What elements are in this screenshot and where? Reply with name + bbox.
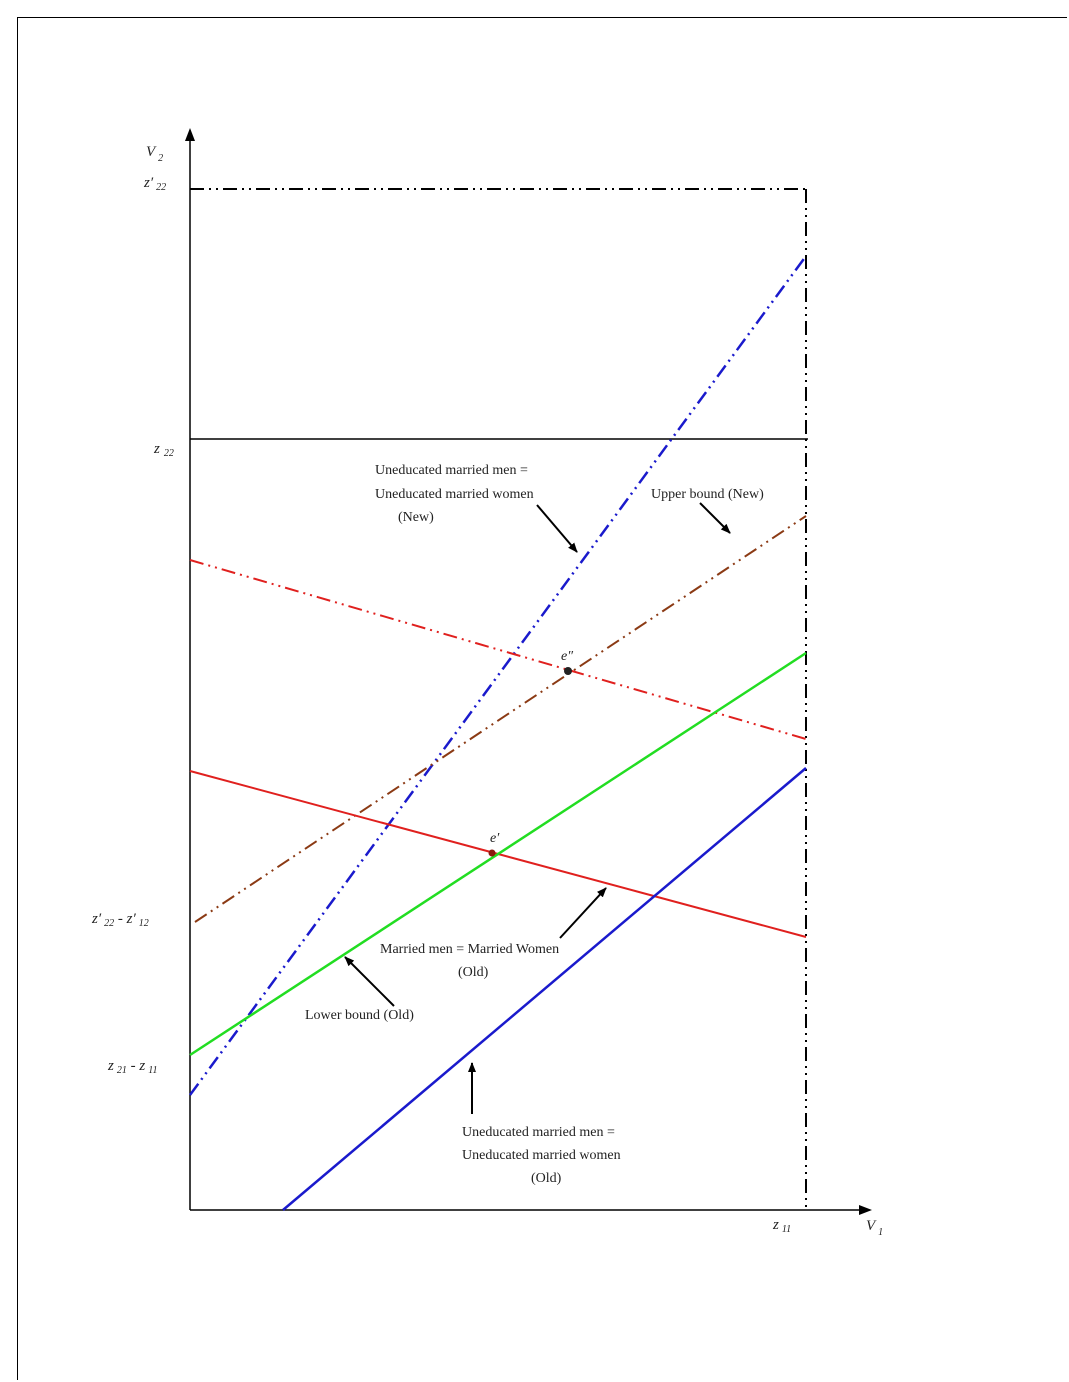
tick-z-prime-22-minus-z-prime-12: z′ 22 - z′ 12: [91, 911, 149, 929]
label-e-prime: e′: [490, 831, 500, 846]
annotation-married-old: Married men = Married Women (Old): [380, 942, 563, 980]
point-e-double-prime: [564, 667, 572, 675]
page-frame: [17, 17, 1067, 1380]
y-axis-arrow-icon: [185, 128, 195, 141]
arrow-married-old: [559, 887, 607, 939]
arrow-uneducated-new: [536, 504, 578, 553]
uneducated-old-line: [282, 767, 807, 1211]
annotation-uneducated-old: Uneducated married men = Uneducated marr…: [462, 1125, 624, 1186]
tick-z22: z 22: [153, 441, 174, 459]
point-e-prime: [488, 849, 496, 857]
lower-bound-old-line: [189, 651, 807, 1057]
x-axis-arrow-icon: [859, 1205, 872, 1215]
annotation-upper-bound-new: Upper bound (New): [651, 487, 764, 502]
tick-z-prime-22: z′ 22: [143, 175, 166, 193]
arrow-lower-bound-old: [344, 956, 395, 1007]
tick-z21-minus-z11: z 21 - z 11: [107, 1058, 157, 1076]
married-new-line: [189, 559, 807, 740]
uneducated-new-line: [188, 255, 808, 1096]
label-e-double-prime: e″: [561, 649, 573, 664]
annotation-lower-bound-old: Lower bound (Old): [305, 1008, 414, 1023]
tick-z11: z 11: [772, 1217, 791, 1235]
arrow-upper-bound-new: [699, 502, 731, 534]
annotation-uneducated-new: Uneducated married men = Uneducated marr…: [375, 463, 537, 525]
upper-bound-new-line: [194, 515, 807, 923]
